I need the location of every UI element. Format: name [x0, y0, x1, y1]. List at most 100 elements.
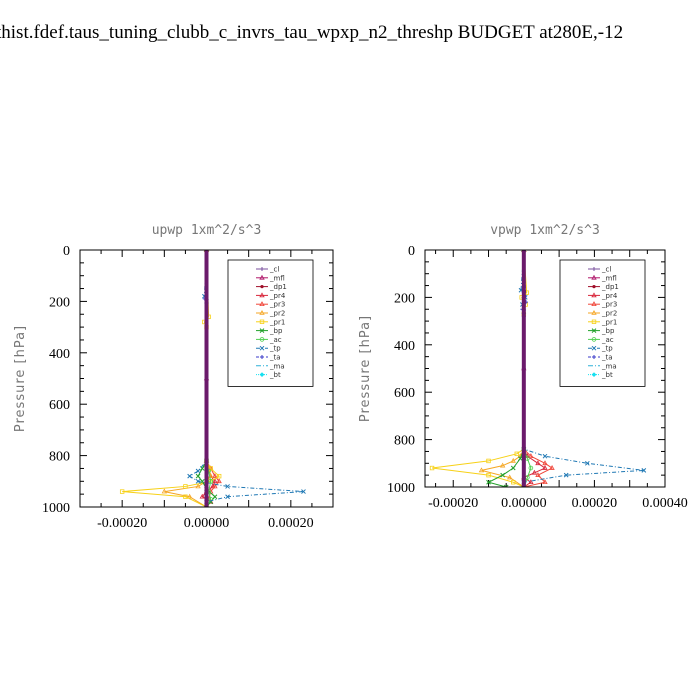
point-pr3-marker — [212, 473, 218, 478]
legend-label: _dp1 — [601, 283, 619, 291]
legend-marker — [592, 267, 596, 271]
point-pr1-marker — [119, 489, 125, 494]
legend-marker — [591, 345, 597, 351]
series-line-bp — [487, 250, 525, 487]
legend-marker — [260, 285, 264, 289]
figure-title: thist.fdef.taus_tuning_clubb_c_invrs_tau… — [0, 22, 624, 43]
point-pr3-marker — [212, 483, 218, 489]
y-tick-label: 200 — [394, 291, 415, 306]
series-line-pr2 — [481, 250, 525, 487]
legend-label: _ac — [601, 336, 614, 344]
legend-label: _ta — [269, 354, 281, 362]
y-tick-label: 400 — [49, 347, 70, 362]
legend-label: _pr2 — [601, 310, 617, 318]
point-tp-marker — [195, 478, 201, 484]
legend-marker — [591, 301, 597, 306]
y-tick-label: 400 — [394, 339, 415, 354]
point-tp-marker — [187, 473, 192, 479]
legend-marker — [591, 319, 597, 324]
legend-box — [559, 259, 646, 387]
y-axis-title: Pressure [hPa] — [13, 325, 28, 432]
point-bp-marker — [195, 473, 201, 479]
panel-title: upwp 1xm^2/s^3 — [152, 223, 262, 238]
y-tick-label: 200 — [49, 295, 70, 310]
point-tp-marker — [301, 489, 306, 494]
y-axis-title: Pressure [hPa] — [358, 315, 373, 422]
legend-label: _ma — [269, 362, 285, 370]
point-pr1-marker — [216, 473, 222, 479]
point-tp-marker — [641, 468, 647, 473]
y-tick-label: 600 — [49, 398, 70, 413]
point-bp-marker — [517, 456, 523, 461]
x-tick-label: 0.00020 — [572, 496, 618, 511]
legend-label: _cl — [601, 266, 611, 274]
point-pr1-marker — [486, 458, 491, 464]
point-pr1-marker — [514, 451, 519, 457]
y-tick-label: 0 — [63, 244, 70, 259]
point-pr2-marker — [499, 462, 506, 468]
legend-label: _pr2 — [269, 310, 285, 318]
y-tick-label: 1000 — [387, 481, 415, 496]
point-pr4-marker — [535, 460, 541, 466]
legend-label: _ta — [601, 354, 613, 362]
legend-label: _mfl — [269, 274, 285, 282]
x-tick-label: 0.00000 — [501, 496, 547, 511]
legend-marker — [591, 372, 597, 377]
legend-label: _pr1 — [601, 318, 617, 326]
legend-marker — [591, 274, 597, 280]
legend-marker — [259, 319, 265, 324]
legend-marker — [591, 337, 597, 342]
legend-label: _pr1 — [269, 318, 285, 326]
point-pr1-marker — [429, 465, 435, 471]
series-line-pr4 — [522, 250, 547, 487]
panel-2: vpwp 1xm^2/s^3 Pressure [hPa] 0 200 400 600 80… — [358, 223, 688, 511]
point-pr1-marker — [511, 480, 516, 485]
legend-marker — [259, 328, 265, 333]
series-line-pr3 — [523, 250, 554, 487]
legend-marker — [592, 355, 596, 359]
legend-label: _pr4 — [269, 292, 286, 300]
series-line-tp — [188, 250, 304, 507]
panel-title: vpwp 1xm^2/s^3 — [490, 223, 600, 238]
point-tp-marker — [195, 468, 201, 474]
point-tp-marker — [542, 453, 548, 459]
point-pr3-marker — [535, 472, 541, 477]
x-tick-label: 0.00020 — [268, 516, 314, 531]
x-tick-label: 0.00040 — [642, 496, 688, 511]
legend-marker — [591, 328, 597, 333]
point-pr4-marker — [212, 478, 218, 484]
y-tick-label: 800 — [49, 450, 70, 465]
x-tick-label: -0.00020 — [97, 516, 147, 531]
legend-label: _ac — [269, 336, 282, 344]
point-tp-marker — [225, 484, 230, 489]
legend-label: _bt — [269, 371, 281, 379]
point-tp-marker — [584, 460, 590, 466]
legend-marker — [591, 292, 597, 298]
legend-label: _bp — [269, 327, 283, 335]
legend-marker — [259, 301, 265, 306]
x-tick-label: 0.00000 — [184, 516, 230, 531]
point-pr2-marker — [161, 488, 168, 494]
point-pr2-marker — [510, 457, 516, 463]
x-tick-label: -0.00020 — [428, 496, 478, 511]
point-pr3-marker — [549, 465, 555, 470]
point-pr1-marker — [183, 484, 188, 489]
point-pr4-marker — [542, 465, 548, 470]
y-tick-label: 1000 — [42, 501, 70, 516]
point-tp-marker — [563, 472, 569, 478]
plot-frame — [79, 249, 334, 508]
series-line-pr2 — [164, 250, 212, 507]
legend-box — [227, 259, 314, 387]
point-pr3-marker — [542, 460, 548, 466]
legend-label: _bt — [601, 371, 613, 379]
legend-marker — [259, 345, 265, 351]
point-pr2-marker — [507, 474, 513, 480]
legend-marker — [260, 355, 264, 359]
point-pr2-marker — [195, 483, 201, 489]
legend-marker — [259, 292, 265, 298]
plot-frame — [424, 249, 666, 488]
point-pr2-marker — [478, 467, 485, 473]
legend-label: _ma — [601, 362, 617, 370]
legend-marker — [259, 372, 265, 377]
legend-label: _mfl — [601, 274, 617, 282]
